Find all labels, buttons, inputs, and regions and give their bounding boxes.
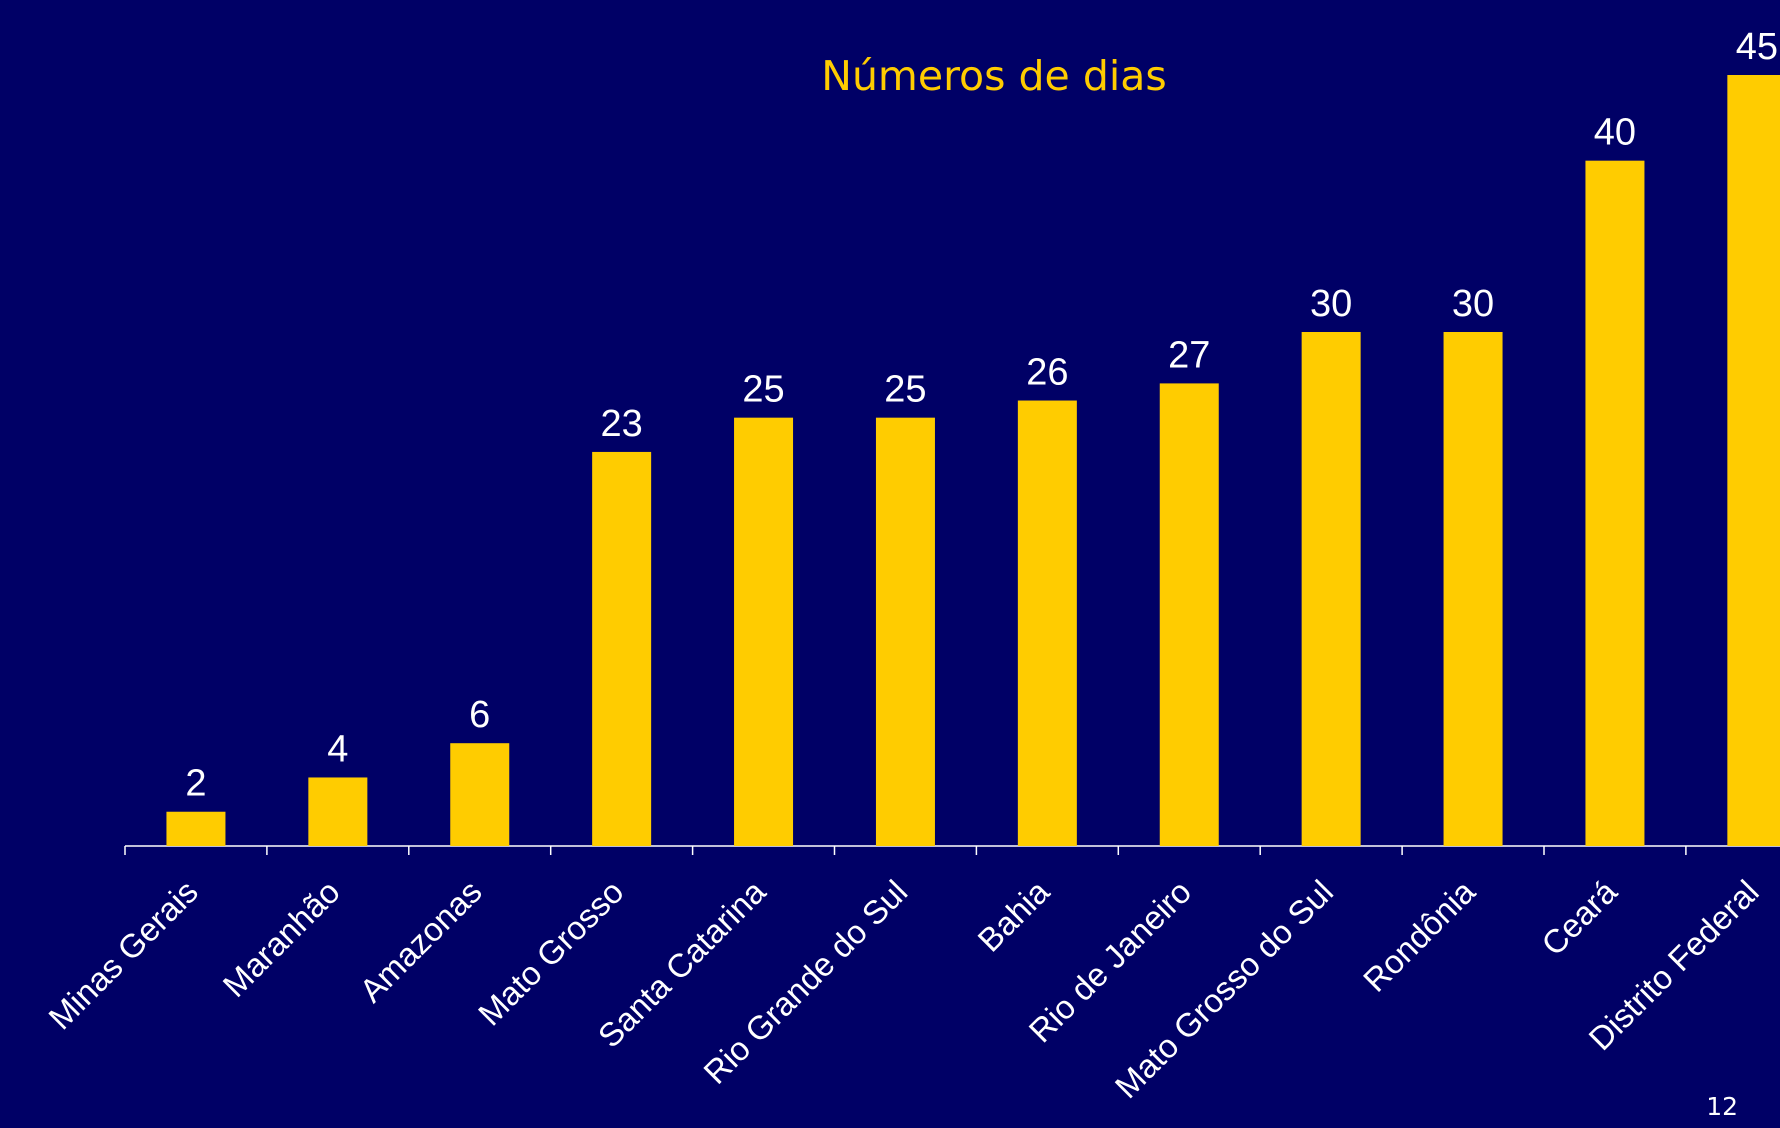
value-label: 30 bbox=[1310, 283, 1352, 325]
bar bbox=[875, 417, 935, 846]
bar bbox=[308, 777, 368, 846]
bar bbox=[734, 417, 794, 846]
bar bbox=[1159, 383, 1219, 846]
bar bbox=[1017, 400, 1077, 846]
bar bbox=[1443, 332, 1503, 846]
value-label: 26 bbox=[1026, 352, 1068, 394]
value-label: 23 bbox=[601, 403, 643, 445]
value-label: 27 bbox=[1168, 334, 1210, 376]
bar bbox=[592, 451, 652, 846]
chart-title: Números de dias bbox=[821, 52, 1166, 100]
bar bbox=[450, 743, 510, 846]
value-label: 30 bbox=[1452, 283, 1494, 325]
value-label: 45 bbox=[1736, 26, 1778, 68]
bar bbox=[1585, 160, 1645, 846]
value-label: 25 bbox=[742, 369, 784, 411]
value-label: 40 bbox=[1594, 112, 1636, 154]
bar bbox=[166, 811, 226, 846]
value-label: 2 bbox=[185, 763, 206, 805]
bar bbox=[1301, 332, 1361, 846]
value-label: 25 bbox=[884, 369, 926, 411]
bar bbox=[1727, 75, 1780, 846]
page-number: 12 bbox=[1706, 1092, 1738, 1121]
value-label: 6 bbox=[469, 694, 490, 736]
value-label: 4 bbox=[327, 728, 348, 770]
